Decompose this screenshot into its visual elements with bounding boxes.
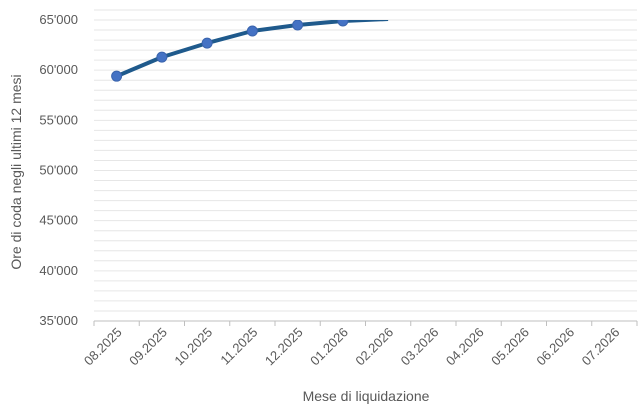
data-point [337, 20, 349, 27]
y-tick-label: 35'000 [39, 313, 78, 328]
y-tick-label: 65'000 [39, 12, 78, 27]
data-point [246, 25, 258, 37]
x-tick-label: 05.2026 [488, 325, 532, 369]
data-point [111, 70, 123, 82]
x-axis-title: Mese di liquidazione [303, 388, 430, 404]
data-point [156, 51, 168, 63]
y-tick-labels: 35'000 40'000 45'000 50'000 55'000 60'000 65'0… [39, 12, 78, 328]
data-point [201, 37, 213, 49]
y-tick-label: 60'000 [39, 62, 78, 77]
x-tick-label: 04.2026 [443, 325, 487, 369]
axes [93, 320, 638, 326]
y-tick-label: 45'000 [39, 213, 78, 228]
x-tick-label: 01.2026 [307, 325, 351, 369]
x-tick-label: 12.2025 [262, 325, 306, 369]
x-tick-label: 08.2025 [81, 325, 125, 369]
gridlines [94, 9, 637, 312]
y-tick-label: 40'000 [39, 263, 78, 278]
x-tick-label: 03.2026 [398, 325, 442, 369]
series-group [111, 20, 389, 82]
x-tick-label: 02.2026 [352, 325, 396, 369]
x-tick-label: 09.2025 [126, 325, 170, 369]
x-tick-label: 10.2025 [171, 325, 215, 369]
y-axis-title: Ore di coda negli ultimi 12 mesi [8, 74, 24, 269]
x-tick-label: 11.2025 [217, 325, 260, 368]
x-tick-label: 07.2026 [579, 325, 623, 369]
x-tick-label: 06.2026 [533, 325, 577, 369]
x-tick-labels: 08.2025 09.2025 10.2025 11.2025 12.2025 01.20… [81, 325, 623, 369]
y-tick-label: 50'000 [39, 163, 78, 178]
y-tick-label: 55'000 [39, 112, 78, 127]
data-point [292, 20, 304, 31]
